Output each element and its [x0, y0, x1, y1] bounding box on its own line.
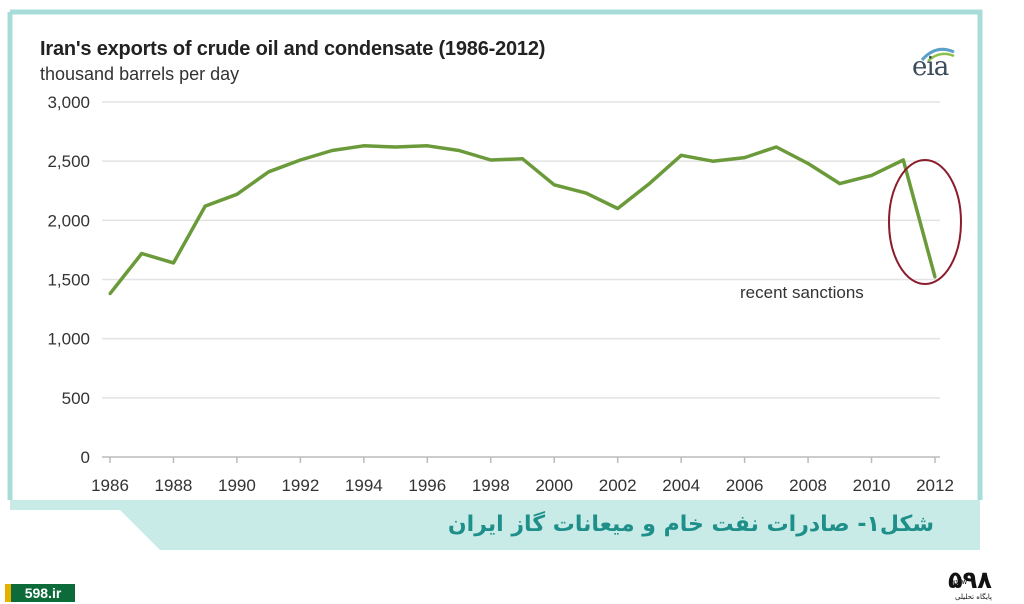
- data-point: [330, 149, 334, 153]
- data-point: [140, 251, 144, 255]
- sanctions-ellipse: [888, 159, 962, 285]
- x-tick-label: 2006: [726, 476, 764, 495]
- y-tick-label: 2,500: [47, 152, 90, 171]
- caption-band: [10, 500, 980, 550]
- data-point: [806, 162, 810, 166]
- data-point: [870, 173, 874, 177]
- y-axis-ticks: 0 500 1,000 1,500 2,000 2,500 3,000: [47, 93, 90, 467]
- data-point: [552, 183, 556, 187]
- data-point: [267, 170, 271, 174]
- y-tick-label: 3,000: [47, 93, 90, 112]
- data-point: [394, 145, 398, 149]
- data-point: [616, 207, 620, 210]
- data-point: [203, 204, 207, 208]
- data-point: [425, 144, 429, 148]
- y-tick-label: 500: [62, 389, 90, 408]
- data-point: [743, 156, 747, 160]
- x-tick-label: 1998: [472, 476, 510, 495]
- data-point: [933, 275, 937, 279]
- x-tick-label: 1994: [345, 476, 383, 495]
- x-tick-label: 1996: [408, 476, 446, 495]
- series-line: [108, 144, 937, 296]
- x-tick-label: 1988: [155, 476, 193, 495]
- y-tick-label: 2,000: [47, 211, 90, 230]
- y-tick-label: 1,000: [47, 330, 90, 349]
- data-point: [489, 158, 493, 162]
- x-tick-label: 2002: [599, 476, 637, 495]
- eia-logo-text: eia: [912, 52, 949, 82]
- data-point: [647, 182, 651, 186]
- data-point: [521, 157, 524, 161]
- sanctions-annotation: recent sanctions: [740, 283, 864, 302]
- x-tick-label: 1990: [218, 476, 256, 495]
- eia-logo-arc-icon: [920, 47, 955, 62]
- sanctions-highlight: recent sanctions: [740, 159, 962, 302]
- site-badge[interactable]: 598.ir: [5, 584, 75, 602]
- x-tick-label: 1992: [281, 476, 319, 495]
- data-point: [171, 261, 175, 265]
- x-tick-label: 1986: [91, 476, 129, 495]
- x-tick-label: 2008: [789, 476, 827, 495]
- data-point: [711, 159, 715, 163]
- data-point: [838, 182, 842, 186]
- watermark-url: www: [950, 578, 968, 586]
- data-point: [901, 158, 905, 162]
- data-point: [584, 191, 588, 195]
- grid-lines: [102, 101, 940, 458]
- x-tick-label: 2004: [662, 476, 700, 495]
- figure-caption: شکل۱- صادرات نفت خام و میعانات گاز ایران: [447, 512, 934, 537]
- data-point: [108, 292, 112, 296]
- x-axis-ticks: 1986 1988 1990 1992 1994 1996 1998 2000 2002 2004…: [91, 457, 954, 495]
- watermark-brand: ۵۹۸: [948, 566, 993, 594]
- data-point: [298, 158, 302, 162]
- chart-subtitle: thousand barrels per day: [40, 64, 240, 84]
- data-point: [774, 145, 778, 149]
- chart-title: Iran's exports of crude oil and condensa…: [40, 38, 546, 60]
- data-point: [362, 144, 366, 148]
- data-point: [457, 149, 461, 153]
- y-tick-label: 0: [81, 448, 90, 467]
- watermark-subtitle: پایگاه تحلیلی: [955, 593, 992, 601]
- data-point: [235, 192, 239, 196]
- y-tick-label: 1,500: [47, 271, 90, 290]
- data-point: [679, 153, 683, 157]
- x-tick-label: 2012: [916, 476, 954, 495]
- x-tick-label: 2000: [535, 476, 573, 495]
- x-tick-label: 2010: [853, 476, 891, 495]
